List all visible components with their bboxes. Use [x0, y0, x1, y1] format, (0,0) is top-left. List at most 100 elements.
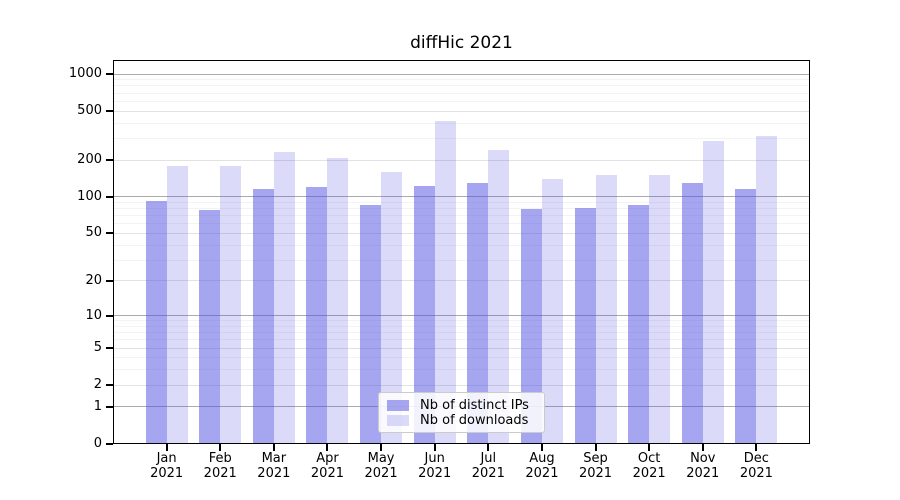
x-tick-year: 2021: [257, 466, 291, 481]
gridline-100: [113, 196, 810, 198]
bar-aug-downloads: [541, 179, 563, 444]
y-tick-mark-500: [106, 110, 113, 113]
bar-mar-downloads: [273, 151, 295, 444]
x-tick-label-sep: Sep 2021: [568, 451, 624, 481]
y-tick-label-1000: 1000: [68, 66, 102, 82]
x-tick-year: 2021: [150, 466, 184, 481]
x-tick-label-may: May 2021: [353, 451, 409, 481]
legend: Nb of distinct IPs Nb of downloads: [378, 392, 545, 433]
y-tick-mark-20: [106, 279, 113, 282]
y-tick-mark-5: [106, 347, 113, 350]
bar-apr-downloads: [327, 158, 349, 444]
bar-mar-distinct-ips: [252, 189, 274, 444]
bar-feb-distinct-ips: [199, 210, 221, 444]
x-tick-mark-aug: [540, 444, 543, 451]
y-tick-label-200: 200: [77, 152, 102, 168]
x-tick-month: Dec: [743, 451, 769, 466]
gridline-1000: [113, 73, 810, 75]
y-tick-label-0: 0: [93, 436, 102, 451]
gridline-80: [113, 208, 810, 210]
gridline-8: [113, 325, 810, 327]
x-tick-label-jun: Jun 2021: [407, 451, 463, 481]
x-tick-year: 2021: [686, 466, 720, 481]
bar-jul-distinct-ips: [467, 182, 489, 444]
gridline-90: [113, 201, 810, 203]
bar-jan-distinct-ips: [145, 201, 167, 444]
y-tick-mark-0: [106, 443, 113, 445]
x-tick-month: Jun: [424, 451, 445, 466]
gridline-4: [113, 357, 810, 359]
y-tick-label-5: 5: [93, 340, 102, 356]
x-tick-month: Apr: [316, 451, 339, 466]
x-tick-year: 2021: [525, 466, 559, 481]
x-tick-label-apr: Apr 2021: [299, 451, 355, 481]
gridline-400: [113, 122, 810, 124]
gridline-20: [113, 280, 810, 282]
y-tick-mark-1: [106, 405, 113, 408]
y-tick-label-50: 50: [85, 225, 102, 241]
bar-apr-distinct-ips: [306, 187, 328, 444]
y-tick-label-20: 20: [85, 272, 102, 288]
gridline-900: [113, 79, 810, 81]
gridline-30: [113, 259, 810, 261]
x-tick-year: 2021: [310, 466, 344, 481]
x-tick-month: Mar: [261, 451, 287, 466]
x-tick-month: Jan: [156, 451, 177, 466]
gridline-500: [113, 110, 810, 112]
x-tick-year: 2021: [364, 466, 398, 481]
y-tick-label-1: 1: [93, 398, 102, 414]
x-tick-mark-jun: [433, 444, 436, 451]
gridline-3: [113, 369, 810, 371]
bar-may-distinct-ips: [360, 205, 382, 444]
y-tick-label-100: 100: [77, 188, 102, 204]
x-tick-label-nov: Nov 2021: [675, 451, 731, 481]
y-tick-label-500: 500: [77, 103, 102, 119]
x-tick-year: 2021: [739, 466, 773, 481]
y-tick-mark-50: [106, 232, 113, 235]
x-tick-label-dec: Dec 2021: [728, 451, 784, 481]
y-tick-mark-1000: [106, 73, 113, 76]
x-tick-year: 2021: [418, 466, 452, 481]
bar-aug-distinct-ips: [520, 208, 542, 444]
x-tick-label-jan: Jan 2021: [139, 451, 195, 481]
x-tick-year: 2021: [632, 466, 666, 481]
bar-nov-downloads: [702, 140, 724, 444]
gridline-6: [113, 339, 810, 341]
x-tick-month: Jul: [480, 451, 497, 466]
gridline-600: [113, 100, 810, 102]
plot-area: Nb of distinct IPs Nb of downloads: [113, 60, 810, 444]
x-tick-label-aug: Aug 2021: [514, 451, 570, 481]
gridline-60: [113, 223, 810, 225]
x-tick-month: Nov: [690, 451, 716, 466]
x-tick-year: 2021: [203, 466, 237, 481]
gridline-70: [113, 215, 810, 217]
bar-oct-downloads: [649, 174, 671, 444]
x-tick-mark-may: [380, 444, 383, 451]
y-tick-mark-100: [106, 195, 113, 198]
x-tick-mark-nov: [701, 444, 704, 451]
x-tick-label-feb: Feb 2021: [192, 451, 248, 481]
bar-feb-downloads: [220, 165, 242, 444]
x-tick-mark-jan: [165, 444, 168, 451]
chart-title: diffHic 2021: [410, 33, 513, 53]
x-tick-month: May: [367, 451, 395, 466]
legend-label-distinct-ips: Nb of distinct IPs: [420, 397, 529, 413]
gridline-200: [113, 159, 810, 161]
y-tick-mark-200: [106, 159, 113, 162]
x-tick-label-mar: Mar 2021: [246, 451, 302, 481]
gridline-50: [113, 232, 810, 234]
gridline-700: [113, 92, 810, 94]
y-tick-mark-2: [106, 384, 113, 387]
bar-sep-distinct-ips: [574, 208, 596, 444]
bar-dec-distinct-ips: [735, 188, 757, 444]
x-tick-year: 2021: [578, 466, 613, 481]
gridline-2: [113, 384, 810, 386]
gridline-40: [113, 244, 810, 246]
legend-item-distinct-ips: Nb of distinct IPs: [387, 397, 536, 413]
bar-nov-distinct-ips: [681, 183, 703, 444]
legend-label-downloads: Nb of downloads: [420, 412, 529, 428]
x-tick-mark-dec: [755, 444, 758, 451]
bar-jan-downloads: [166, 165, 188, 444]
bar-oct-distinct-ips: [628, 204, 650, 444]
